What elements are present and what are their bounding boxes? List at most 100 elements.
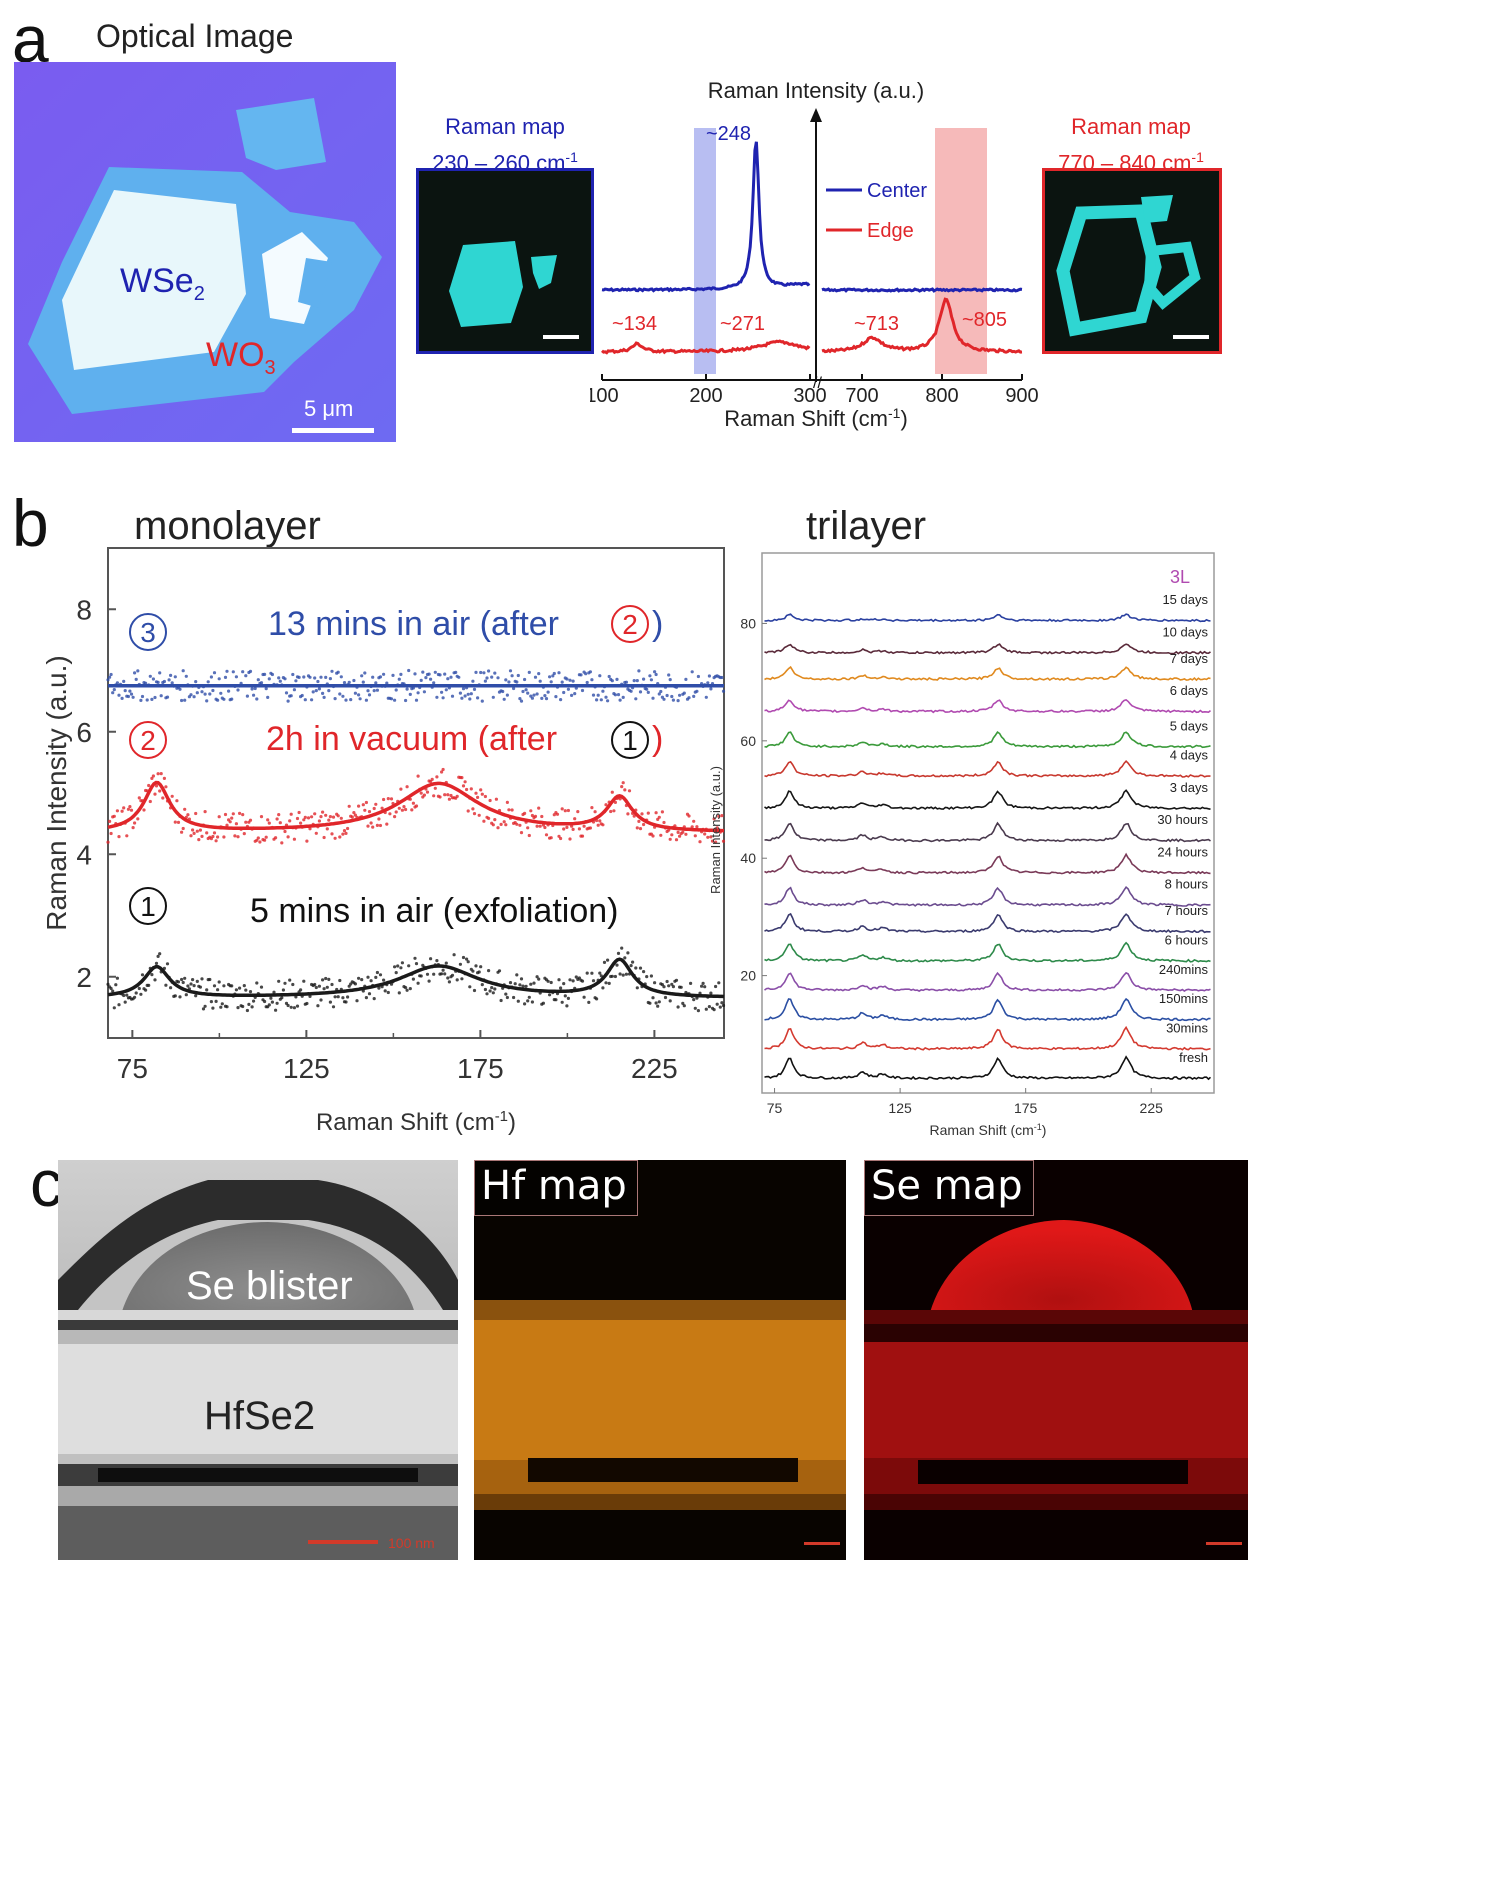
trilayer-series — [764, 821, 1211, 843]
data-point — [404, 698, 408, 703]
data-point — [154, 784, 159, 788]
data-point — [635, 679, 639, 683]
data-point — [703, 832, 707, 836]
data-point — [717, 981, 721, 985]
center-spectrum-right — [821, 287, 1023, 293]
data-point — [623, 956, 627, 960]
data-point — [219, 691, 223, 695]
data-point — [333, 697, 337, 701]
data-point — [577, 976, 582, 980]
data-point — [461, 687, 466, 691]
data-point — [231, 812, 235, 816]
data-point — [433, 670, 437, 674]
data-point — [432, 972, 436, 976]
data-point — [491, 695, 495, 699]
hf-map: Hf map — [474, 1160, 846, 1560]
data-point — [576, 810, 580, 814]
data-point — [507, 808, 511, 812]
data-point — [180, 698, 184, 703]
data-point — [460, 696, 464, 700]
data-point — [421, 670, 425, 674]
data-point — [419, 678, 423, 682]
data-point — [242, 832, 246, 836]
data-point — [712, 1008, 716, 1012]
data-point — [234, 822, 238, 826]
data-point — [178, 687, 182, 691]
ref-1-circle — [611, 721, 649, 759]
data-point — [134, 677, 138, 681]
data-point — [259, 815, 264, 819]
data-point — [460, 776, 464, 780]
data-point — [314, 689, 318, 693]
trilayer-series-label: 7 days — [1170, 651, 1209, 666]
data-point — [122, 806, 126, 810]
data-point — [606, 958, 610, 962]
data-point — [344, 831, 348, 835]
edge-spectrum-right — [821, 297, 1023, 354]
data-point — [346, 995, 350, 999]
data-point — [471, 969, 475, 973]
data-point — [355, 999, 359, 1003]
data-point — [493, 671, 497, 675]
data-point — [471, 679, 475, 683]
panel-c-label: c — [30, 1146, 63, 1220]
data-point — [184, 993, 188, 997]
x-tick-label: 75 — [117, 1053, 148, 1084]
data-point — [151, 677, 155, 681]
data-point — [189, 834, 193, 838]
data-point — [164, 983, 168, 987]
data-point — [667, 673, 671, 677]
data-point — [159, 772, 163, 776]
data-point — [487, 816, 491, 820]
data-point — [388, 812, 392, 816]
data-point — [460, 977, 464, 981]
y-tick-label: 60 — [740, 733, 756, 749]
data-point — [656, 1004, 660, 1008]
data-point — [695, 689, 699, 693]
data-point — [228, 820, 232, 824]
data-point — [414, 804, 419, 808]
data-point — [142, 808, 146, 812]
data-point — [654, 672, 658, 677]
y-tick-label: 80 — [740, 615, 756, 631]
data-point — [546, 979, 550, 983]
data-point — [147, 783, 151, 788]
data-point — [192, 984, 196, 988]
data-point — [372, 806, 376, 811]
data-point — [684, 832, 688, 836]
data-point — [457, 675, 461, 679]
data-point — [191, 978, 195, 982]
data-point — [596, 823, 600, 827]
data-point — [512, 995, 516, 1000]
trilayer-series — [764, 789, 1211, 810]
trilayer-series — [764, 971, 1211, 993]
data-point — [490, 986, 494, 990]
panel-b-label: b — [12, 486, 49, 560]
marker-1-circle — [129, 887, 167, 925]
data-point — [548, 993, 552, 997]
data-point — [706, 835, 710, 839]
data-point — [283, 677, 287, 681]
data-point — [339, 816, 343, 820]
data-point — [588, 670, 593, 674]
data-point — [248, 990, 253, 994]
data-point — [126, 694, 130, 699]
annot-248: ~248 — [706, 123, 751, 145]
data-point — [372, 997, 376, 1001]
data-point — [529, 982, 533, 986]
data-point — [183, 976, 187, 980]
data-point — [372, 689, 376, 693]
data-point — [382, 978, 386, 982]
data-point — [330, 669, 334, 673]
data-point — [654, 811, 658, 815]
data-point — [311, 690, 315, 694]
data-point — [126, 807, 130, 811]
data-point — [189, 982, 193, 986]
trilayer-series-label: 6 days — [1170, 683, 1209, 698]
data-point — [476, 696, 480, 700]
data-point — [108, 819, 112, 823]
data-point — [549, 980, 553, 985]
data-point — [530, 696, 534, 700]
center-spectrum-left — [601, 141, 811, 293]
raman-map-wse2 — [416, 168, 594, 354]
